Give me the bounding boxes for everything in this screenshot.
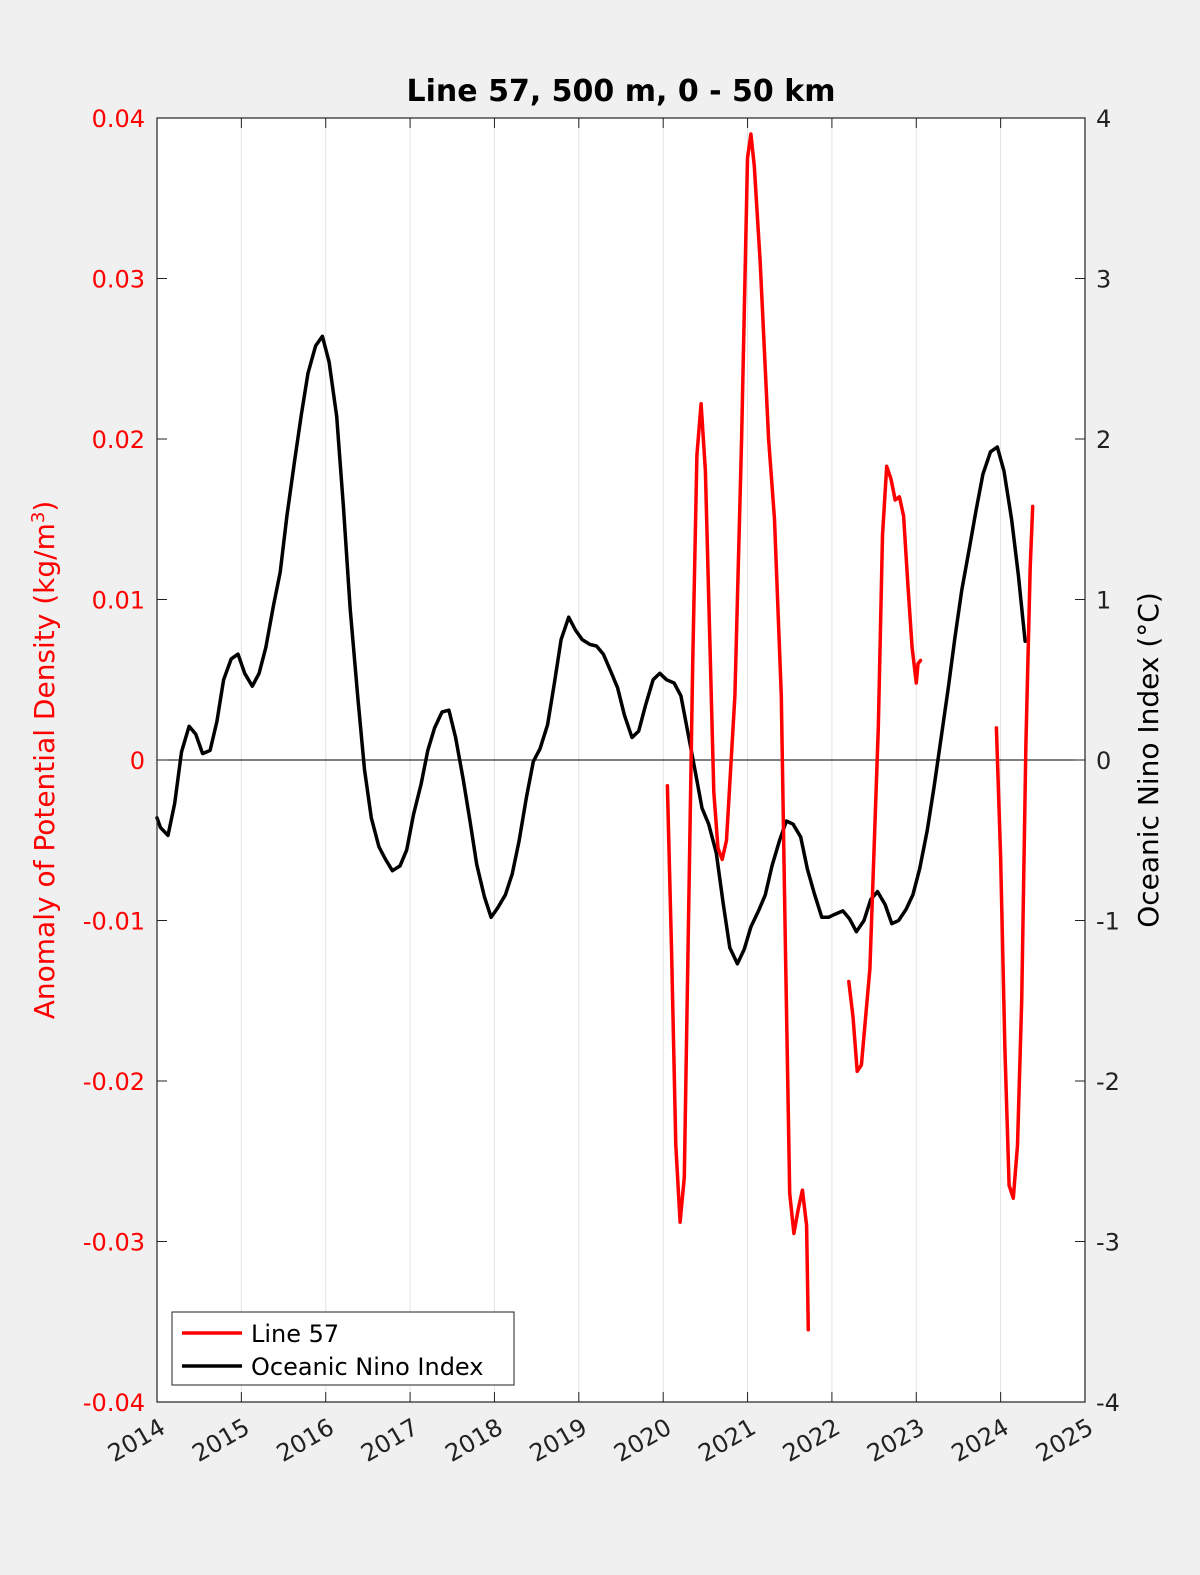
- legend: Line 57 Oceanic Nino Index: [171, 1311, 515, 1386]
- y-axis-left: 0.04 0.03 0.02 0.01 0 -0.01 -0.02 -0.03 -0.04: [83, 105, 167, 1417]
- x-tick-label: 2024: [947, 1413, 1014, 1468]
- series-line-57-segment-0: [665, 132, 811, 1332]
- y-right-tick-label: 4: [1096, 105, 1111, 133]
- chart-title: Line 57, 500 m, 0 - 50 km: [407, 74, 836, 109]
- y-left-tick-label: 0: [130, 747, 145, 775]
- x-tick-label: 2018: [441, 1413, 508, 1468]
- series-layer: [155, 132, 1035, 1332]
- y-right-tick-label: 1: [1096, 587, 1111, 615]
- y-right-tick-label: -1: [1096, 908, 1120, 936]
- y-left-tick-label: -0.04: [83, 1389, 145, 1417]
- series-oceanic-nino-index-segment-0: [155, 334, 1027, 966]
- legend-label-oni: Oceanic Nino Index: [251, 1353, 483, 1381]
- x-tick-label: 2022: [778, 1413, 845, 1468]
- y-left-tick-label: 0.03: [92, 266, 145, 294]
- y-left-tick-label: -0.03: [83, 1229, 145, 1257]
- x-tick-label: 2015: [187, 1413, 254, 1468]
- y-axis-right-label: Oceanic Nino Index (°C): [1132, 592, 1165, 928]
- y-left-tick-label: -0.02: [83, 1068, 145, 1096]
- x-tick-label: 2019: [525, 1413, 592, 1468]
- x-tick-label: 2014: [103, 1413, 170, 1468]
- y-left-tick-label: 0.04: [92, 105, 145, 133]
- legend-box: [171, 1311, 515, 1386]
- y-right-tick-label: -4: [1096, 1389, 1120, 1417]
- x-tick-label: 2023: [862, 1413, 929, 1468]
- x-tick-label: 2020: [609, 1413, 676, 1468]
- x-tick-label: 2025: [1031, 1413, 1098, 1468]
- y-right-tick-label: 0: [1096, 747, 1111, 775]
- y-axis-right: 4 3 2 1 0 -1 -2 -3 -4: [1075, 105, 1120, 1417]
- series-line-57-segment-2: [994, 504, 1035, 1200]
- y-right-tick-label: -3: [1096, 1229, 1120, 1257]
- series-line-57-segment-1: [847, 464, 923, 1074]
- y-right-tick-label: -2: [1096, 1068, 1120, 1096]
- y-left-tick-label: 0.02: [92, 426, 145, 454]
- x-tick-label: 2016: [272, 1413, 339, 1468]
- x-tick-label: 2017: [356, 1413, 423, 1468]
- y-axis-left-label: Anomaly of Potential Density (kg/m3): [28, 501, 62, 1020]
- y-left-tick-label: 0.01: [92, 587, 145, 615]
- legend-label-line-57: Line 57: [251, 1320, 339, 1348]
- x-tick-label: 2021: [694, 1413, 761, 1468]
- y-left-tick-label: -0.01: [83, 908, 145, 936]
- y-right-tick-label: 2: [1096, 426, 1111, 454]
- y-right-tick-label: 3: [1096, 266, 1111, 294]
